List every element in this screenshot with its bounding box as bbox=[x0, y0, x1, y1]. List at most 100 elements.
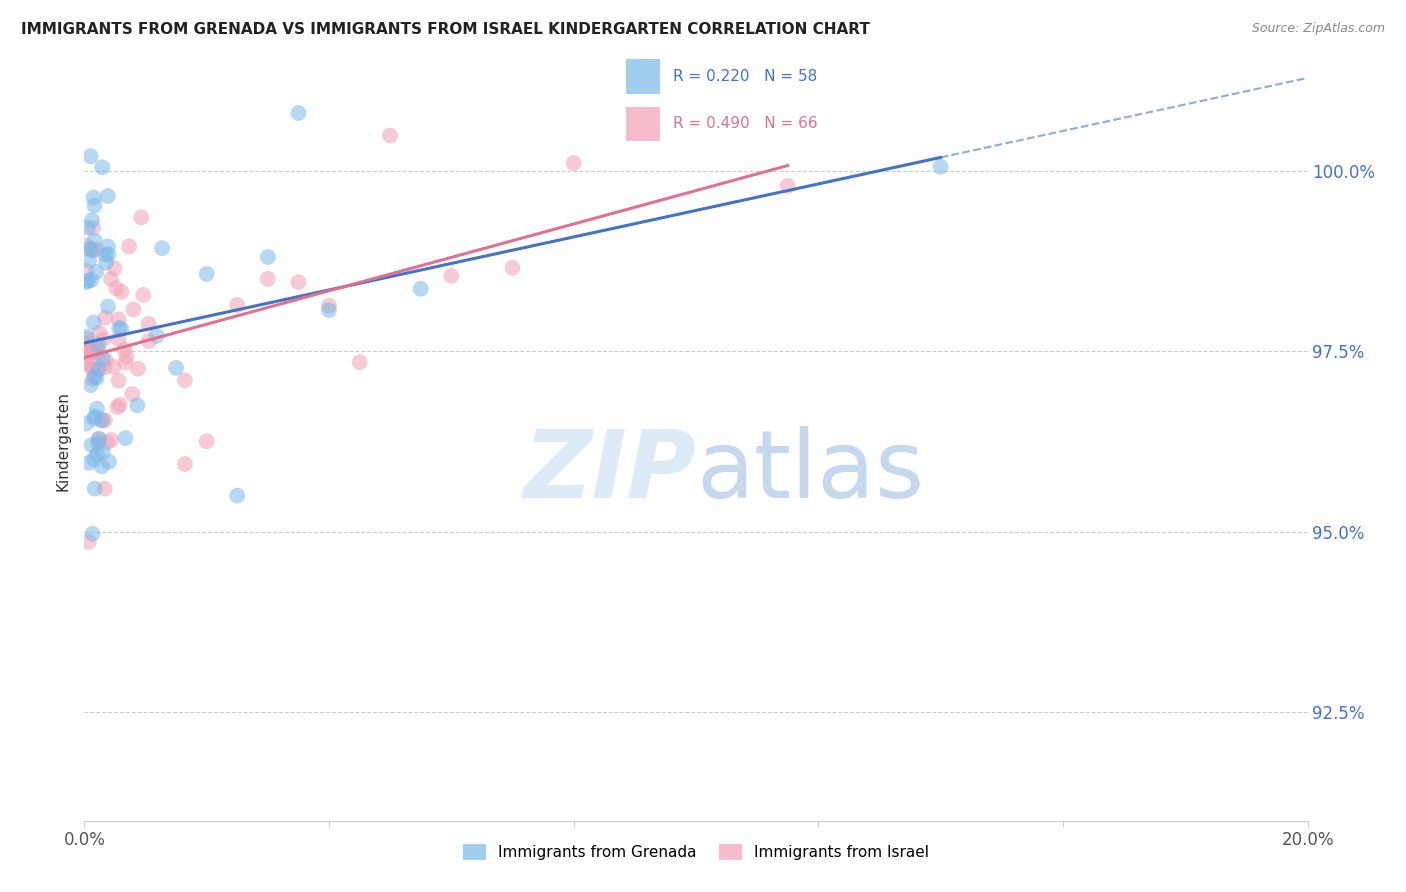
Point bbox=[75, 264, 97, 278]
Point bbox=[80, 438, 103, 452]
Point bbox=[100, 272, 122, 286]
Point bbox=[91, 445, 114, 459]
Point bbox=[87, 435, 110, 450]
Point bbox=[929, 160, 952, 174]
Point bbox=[87, 432, 110, 446]
Point bbox=[226, 489, 249, 503]
Point bbox=[83, 345, 105, 359]
Point bbox=[83, 234, 105, 248]
Text: Source: ZipAtlas.com: Source: ZipAtlas.com bbox=[1251, 22, 1385, 36]
Point bbox=[87, 362, 110, 376]
Point bbox=[77, 253, 100, 268]
Point bbox=[97, 300, 120, 314]
Point bbox=[86, 447, 108, 461]
Point bbox=[107, 332, 129, 346]
Point bbox=[132, 288, 155, 302]
Point bbox=[76, 357, 98, 371]
Point bbox=[562, 156, 585, 170]
Point bbox=[80, 378, 103, 392]
Text: IMMIGRANTS FROM GRENADA VS IMMIGRANTS FROM ISRAEL KINDERGARTEN CORRELATION CHART: IMMIGRANTS FROM GRENADA VS IMMIGRANTS FR… bbox=[21, 22, 870, 37]
Point bbox=[75, 332, 97, 346]
Point bbox=[75, 238, 97, 252]
Point bbox=[86, 401, 108, 416]
Point bbox=[83, 315, 105, 329]
Point bbox=[110, 285, 132, 299]
Point bbox=[146, 329, 169, 343]
Point bbox=[80, 359, 103, 374]
Point bbox=[82, 221, 104, 235]
Point bbox=[114, 355, 136, 369]
Point bbox=[110, 322, 132, 336]
Point bbox=[79, 149, 101, 163]
Point bbox=[84, 409, 107, 424]
Point bbox=[107, 312, 129, 326]
Point bbox=[129, 211, 152, 225]
Point bbox=[287, 106, 309, 120]
Point bbox=[108, 321, 131, 335]
Y-axis label: Kindergarten: Kindergarten bbox=[55, 392, 70, 491]
Point bbox=[86, 265, 108, 279]
Point bbox=[77, 534, 100, 549]
Point bbox=[82, 526, 104, 541]
Point bbox=[86, 371, 108, 385]
Point bbox=[94, 353, 117, 368]
Point bbox=[114, 431, 136, 445]
Point bbox=[105, 281, 128, 295]
Point bbox=[75, 417, 97, 431]
Point bbox=[77, 274, 100, 288]
Point bbox=[93, 332, 115, 346]
Point bbox=[91, 413, 114, 427]
Point bbox=[107, 400, 129, 414]
Point bbox=[226, 298, 249, 312]
Point bbox=[94, 310, 117, 325]
Point bbox=[77, 456, 100, 470]
Point bbox=[115, 350, 138, 364]
Point bbox=[195, 267, 218, 281]
Point bbox=[87, 338, 110, 352]
Point bbox=[96, 255, 118, 269]
Point bbox=[94, 482, 117, 496]
Point bbox=[79, 241, 101, 255]
Bar bbox=[626, 106, 661, 141]
Point bbox=[409, 282, 432, 296]
Point bbox=[165, 360, 187, 375]
Point bbox=[97, 247, 120, 261]
Point bbox=[114, 343, 136, 357]
Point bbox=[100, 433, 122, 447]
Point bbox=[91, 160, 114, 174]
Point bbox=[122, 302, 145, 317]
Point bbox=[91, 351, 114, 366]
Point bbox=[97, 455, 120, 469]
Point bbox=[86, 243, 108, 257]
Text: R = 0.490   N = 66: R = 0.490 N = 66 bbox=[672, 117, 817, 131]
Point bbox=[90, 413, 112, 427]
Point bbox=[79, 342, 101, 356]
Point bbox=[103, 261, 125, 276]
Point bbox=[83, 482, 105, 496]
Point bbox=[107, 374, 129, 388]
Text: R = 0.220   N = 58: R = 0.220 N = 58 bbox=[672, 70, 817, 84]
Point bbox=[150, 241, 173, 255]
Point bbox=[108, 398, 131, 412]
Point bbox=[90, 459, 112, 474]
Point bbox=[75, 344, 97, 359]
Point bbox=[87, 432, 110, 446]
Point bbox=[83, 369, 105, 384]
Point bbox=[87, 362, 110, 376]
Bar bbox=[626, 59, 661, 95]
Point bbox=[75, 275, 97, 289]
Point bbox=[318, 303, 340, 318]
Point bbox=[287, 275, 309, 289]
Point bbox=[80, 244, 103, 258]
Text: ZIP: ZIP bbox=[523, 425, 696, 518]
Point bbox=[502, 260, 524, 275]
Point bbox=[97, 239, 120, 253]
Point bbox=[380, 128, 402, 143]
Point bbox=[195, 434, 218, 449]
Point bbox=[257, 272, 280, 286]
Point bbox=[76, 346, 98, 360]
Point bbox=[83, 452, 105, 467]
Point bbox=[440, 268, 463, 283]
Point bbox=[87, 346, 110, 360]
Point bbox=[127, 361, 149, 376]
